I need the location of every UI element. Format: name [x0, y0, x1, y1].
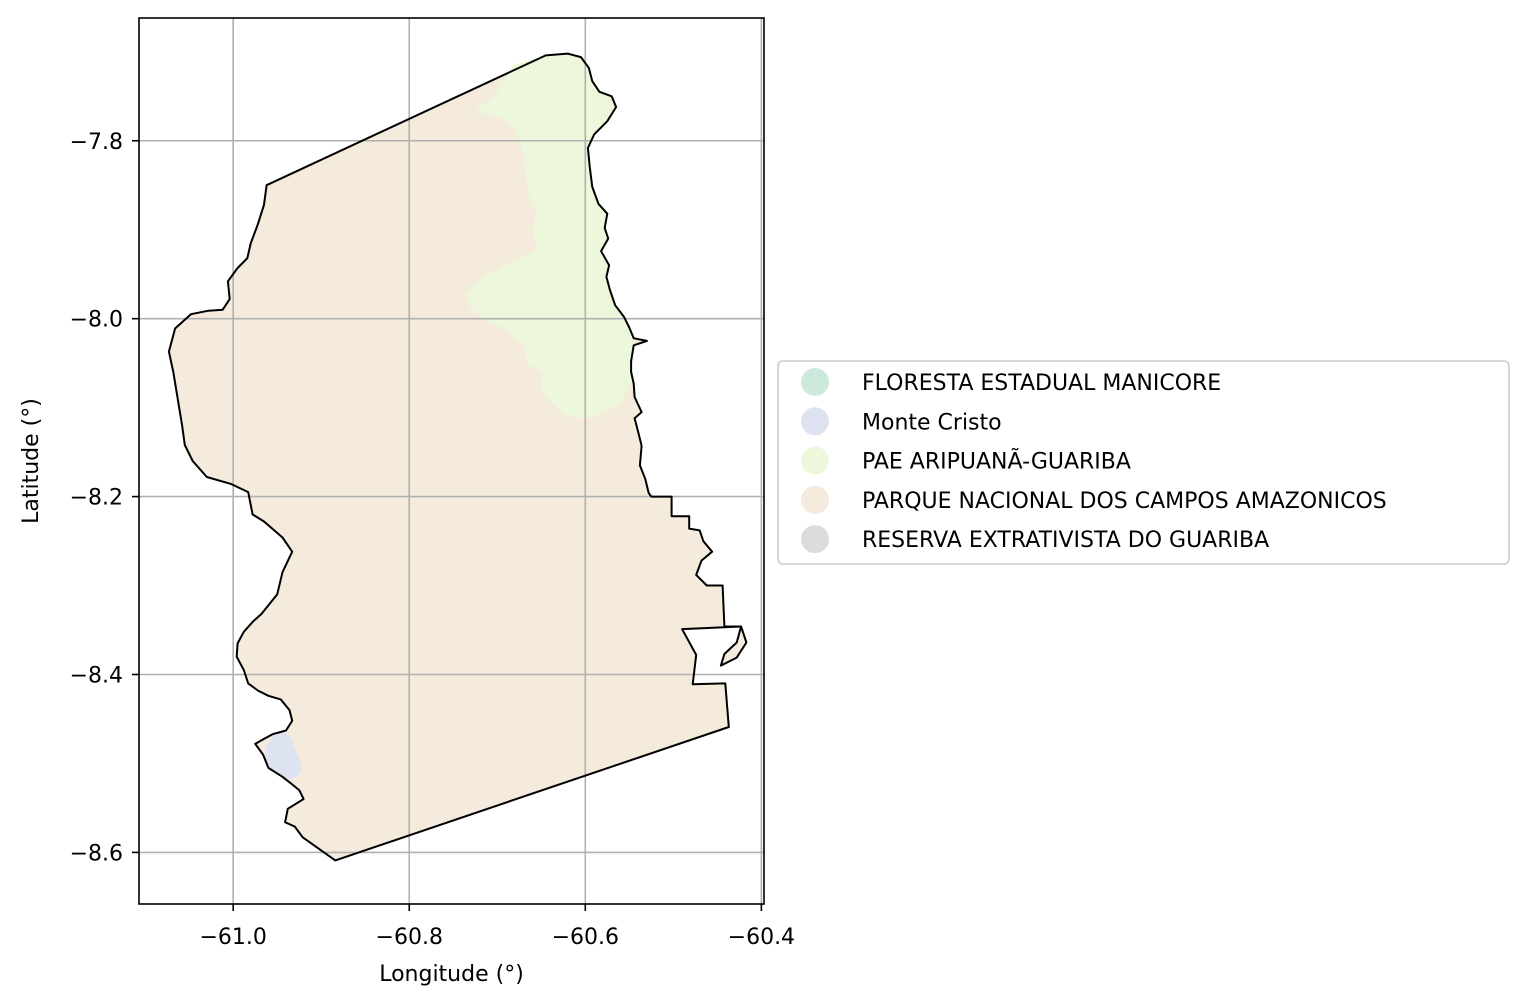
- x-tick-label: −60.4: [728, 925, 795, 950]
- plot-area: [138, 17, 765, 905]
- legend-label: PAE ARIPUANÃ-GUARIBA: [862, 448, 1131, 475]
- legend-label: RESERVA EXTRATIVISTA DO GUARIBA: [862, 528, 1269, 553]
- legend-label: FLORESTA ESTADUAL MANICORE: [862, 371, 1221, 396]
- legend-box: [777, 360, 1510, 565]
- y-tick-label: −8.4: [70, 663, 123, 688]
- boundary-outline: [167, 52, 748, 862]
- regions-layer: [168, 53, 747, 861]
- axes-frame: [138, 17, 765, 905]
- x-tick-label: −60.6: [552, 925, 619, 950]
- y-axis-title: Latitude (°): [19, 398, 44, 524]
- y-tick-label: −8.2: [70, 486, 123, 511]
- legend-marker: [801, 485, 829, 514]
- region-monte-cristo: [264, 730, 302, 780]
- ticks-layer: −61.0 −60.8 −60.6 −60.4 −7.8 −8.0 −8.2 −8.4 −8.6: [70, 130, 795, 950]
- grid-layer: [139, 18, 764, 904]
- y-tick-label: −7.8: [70, 130, 123, 155]
- legend-marker: [801, 525, 829, 554]
- region-parque-nacional: [168, 53, 747, 861]
- legend-marker: [801, 368, 829, 396]
- y-tick-label: −8.0: [70, 308, 123, 333]
- legend-label: PARQUE NACIONAL DOS CAMPOS AMAZONICOS: [862, 489, 1387, 514]
- legend-marker: [801, 407, 829, 436]
- x-tick-label: −60.8: [376, 925, 443, 950]
- y-tick-label: −8.6: [70, 841, 123, 866]
- outline-layer: [167, 52, 748, 862]
- x-tick-label: −61.0: [199, 925, 266, 950]
- legend-marker: [801, 446, 829, 475]
- legend-label: Monte Cristo: [862, 410, 1002, 435]
- legend: FLORESTA ESTADUAL MANICORE Monte Cristo PA…: [777, 360, 1510, 565]
- region-pae-aripuana-guariba: [465, 53, 634, 419]
- x-axis-title: Longitude (°): [379, 962, 524, 987]
